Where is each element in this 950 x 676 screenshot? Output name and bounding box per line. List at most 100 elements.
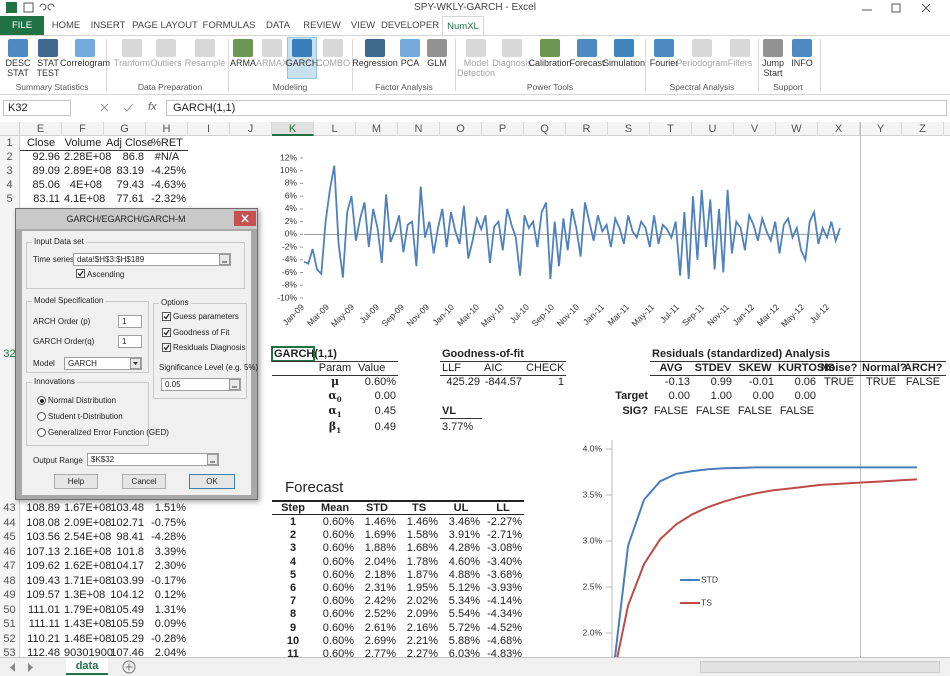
data-line (616, 478, 918, 657)
dropdown-button[interactable] (229, 379, 240, 390)
cell: -4.68% (487, 634, 522, 647)
column-title: CHECK (526, 362, 565, 374)
ribbon-tab[interactable]: DATA (266, 20, 290, 31)
ribbon-button[interactable]: Outliers (150, 58, 182, 68)
ribbon-button[interactable]: ARMA (229, 58, 256, 68)
garch-input[interactable] (118, 335, 142, 348)
ribbon-button[interactable]: Correlogram (60, 58, 111, 68)
table-border (272, 500, 524, 502)
ribbon-button[interactable]: Simulation (602, 58, 646, 68)
dialog-button[interactable]: Cancel (122, 474, 166, 489)
ribbon-button[interactable]: Fourier (649, 58, 679, 68)
option-checkbox[interactable] (162, 343, 171, 352)
ribbon-button[interactable]: Calibration (528, 58, 572, 68)
ribbon-button[interactable]: Resample (184, 58, 226, 68)
column-header: Y (860, 122, 902, 136)
column-title: Param (318, 362, 352, 374)
ribbon-button[interactable]: Filters (727, 58, 753, 68)
y-tick-label: 3.5% (583, 489, 603, 499)
ribbon-button[interactable]: GLM (427, 58, 447, 68)
dropdown-button[interactable] (207, 454, 218, 465)
model-select[interactable] (64, 357, 142, 370)
formula-icons[interactable] (98, 101, 148, 115)
radio[interactable] (37, 412, 46, 421)
ribbon-tab[interactable]: FORMULAS (202, 20, 256, 31)
add-sheet[interactable] (122, 660, 136, 674)
ribbon-tab[interactable]: VIEW (350, 20, 376, 31)
window-controls[interactable] (860, 2, 948, 14)
dropdown-button[interactable] (130, 358, 141, 369)
cell: -3.40% (487, 555, 522, 568)
cell: -3.68% (487, 568, 522, 581)
sig-input[interactable] (161, 378, 241, 391)
ribbon-button[interactable]: STAT TEST (36, 58, 60, 78)
x-tick-label: Mar-10 (455, 302, 481, 328)
option-checkbox[interactable] (162, 327, 171, 337)
y-tick-label: 4% (285, 203, 298, 213)
dialog-button[interactable]: OK (189, 474, 235, 489)
ribbon-button[interactable]: Diagnosis (492, 58, 532, 68)
cell: 2.16E+08 (64, 545, 112, 558)
ribbon-button[interactable]: Model Detection (456, 58, 496, 78)
dropdown-button[interactable] (219, 254, 230, 265)
column-title: Close (26, 137, 56, 149)
field-label: Time series (33, 255, 75, 264)
option-checkbox[interactable] (162, 312, 171, 321)
ribbon-tab[interactable]: HOME (51, 20, 81, 31)
input-group-box (26, 242, 245, 289)
ribbon-button[interactable]: Periodogram (676, 58, 728, 68)
ribbon-group-label: Modeling (272, 82, 308, 92)
cell: 1.95% (406, 582, 438, 594)
ascending-checkbox[interactable] (76, 269, 85, 278)
ribbon-tab[interactable]: FILE (0, 16, 44, 35)
cell: 11 (287, 648, 299, 660)
h-scrollbar[interactable] (700, 661, 940, 673)
ribbon-tab[interactable]: INSERT (90, 20, 126, 31)
output-input[interactable] (87, 453, 219, 466)
tab-nav[interactable] (8, 662, 48, 673)
cell: 0.60% (322, 634, 354, 647)
cell: -4.25% (151, 165, 186, 177)
ribbon-icon (292, 39, 312, 57)
x-tick-label: Sep-10 (530, 302, 557, 329)
ribbon-button[interactable]: Jump Start (761, 58, 784, 78)
radio[interactable] (37, 396, 46, 405)
cell: 3.91% (448, 529, 480, 542)
ribbon-button[interactable]: GARCH (285, 58, 319, 68)
cell: 2.30% (154, 560, 186, 572)
group-separator (228, 39, 229, 91)
ribbon-button[interactable]: Regression (352, 58, 398, 68)
radio[interactable] (37, 428, 46, 437)
cell: 10 (286, 634, 300, 647)
sheet-tab[interactable]: data (66, 658, 108, 675)
ribbon-button[interactable]: PCA (400, 58, 420, 68)
param-symbol: μ (314, 375, 356, 389)
fx-label: fx (148, 101, 157, 113)
cell: 1.78% (406, 555, 438, 568)
dialog-button[interactable]: Help (54, 474, 98, 489)
checkbox-label: Guess parameters (173, 312, 239, 321)
time-series-input[interactable] (73, 253, 231, 266)
dialog-titlebar (16, 209, 257, 229)
ribbon-tab[interactable]: PAGE LAYOUT (132, 20, 198, 31)
arch-input[interactable] (118, 315, 142, 328)
ribbon-tab[interactable]: DEVELOPER (381, 20, 440, 31)
row-header: 50 (3, 603, 16, 616)
dialog-close[interactable] (234, 211, 256, 226)
ribbon-button[interactable]: INFO (791, 58, 813, 68)
ribbon-icon (156, 39, 176, 57)
formula-input (166, 100, 947, 116)
ribbon-button[interactable]: Forecast (569, 58, 605, 68)
row-header: 53 (3, 647, 16, 659)
ribbon-button[interactable]: ARMAX (255, 58, 288, 68)
cell: 0.49 (374, 421, 396, 433)
cell: FALSE (779, 405, 815, 417)
ribbon-button[interactable]: DESC STAT (5, 58, 31, 78)
cell: TRUE (866, 376, 896, 388)
cell: 90301900 (64, 647, 113, 659)
ribbon-button[interactable]: Tranform (113, 58, 151, 68)
ribbon-tab[interactable]: REVIEW (303, 20, 341, 31)
cell: 4E+08 (69, 179, 102, 191)
ribbon-button[interactable]: COMBO (316, 58, 351, 68)
